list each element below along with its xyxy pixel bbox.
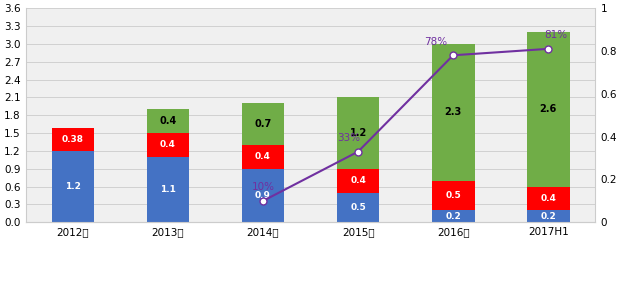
Text: 81%: 81% [544, 30, 568, 40]
Text: 0.2: 0.2 [445, 212, 461, 221]
Bar [52, 151, 94, 222]
Bar [337, 193, 379, 222]
Text: 2.6: 2.6 [540, 104, 557, 114]
Bar [337, 169, 379, 193]
20Mbps及以上宽带用户占比 [355, 150, 362, 153]
Bar [432, 181, 474, 210]
Text: 33%: 33% [337, 133, 360, 143]
Text: 2.3: 2.3 [445, 107, 462, 117]
Bar [147, 109, 189, 133]
Text: 0.7: 0.7 [255, 119, 271, 129]
Text: 0.4: 0.4 [540, 194, 556, 203]
Text: 0.4: 0.4 [160, 141, 176, 149]
Text: 0.4: 0.4 [160, 116, 176, 126]
Text: 0.4: 0.4 [350, 176, 366, 185]
Bar [242, 103, 284, 145]
Text: 0.5: 0.5 [350, 203, 366, 212]
Text: 78%: 78% [425, 37, 448, 47]
Text: 1.1: 1.1 [160, 185, 176, 194]
Text: 0.9: 0.9 [255, 191, 271, 200]
20Mbps及以上宽带用户占比 [545, 47, 552, 50]
Text: 0.5: 0.5 [445, 191, 461, 200]
Bar [527, 187, 569, 210]
Line: 20Mbps及以上宽带用户占比: 20Mbps及以上宽带用户占比 [260, 45, 551, 204]
Bar [242, 145, 284, 169]
Text: 0.4: 0.4 [255, 152, 271, 161]
Bar [527, 210, 569, 222]
Bar [242, 169, 284, 222]
20Mbps及以上宽带用户占比 [260, 199, 267, 203]
Text: 1.2: 1.2 [350, 128, 367, 138]
Text: 1.2: 1.2 [65, 182, 81, 191]
Bar [52, 128, 94, 151]
Text: 10%: 10% [252, 182, 274, 192]
Bar [527, 32, 569, 187]
Bar [147, 133, 189, 157]
Bar [432, 44, 474, 181]
Text: 0.38: 0.38 [62, 135, 84, 144]
20Mbps及以上宽带用户占比 [450, 54, 457, 57]
Bar [337, 97, 379, 169]
Text: 0.2: 0.2 [540, 212, 556, 221]
Bar [432, 210, 474, 222]
Bar [147, 157, 189, 222]
